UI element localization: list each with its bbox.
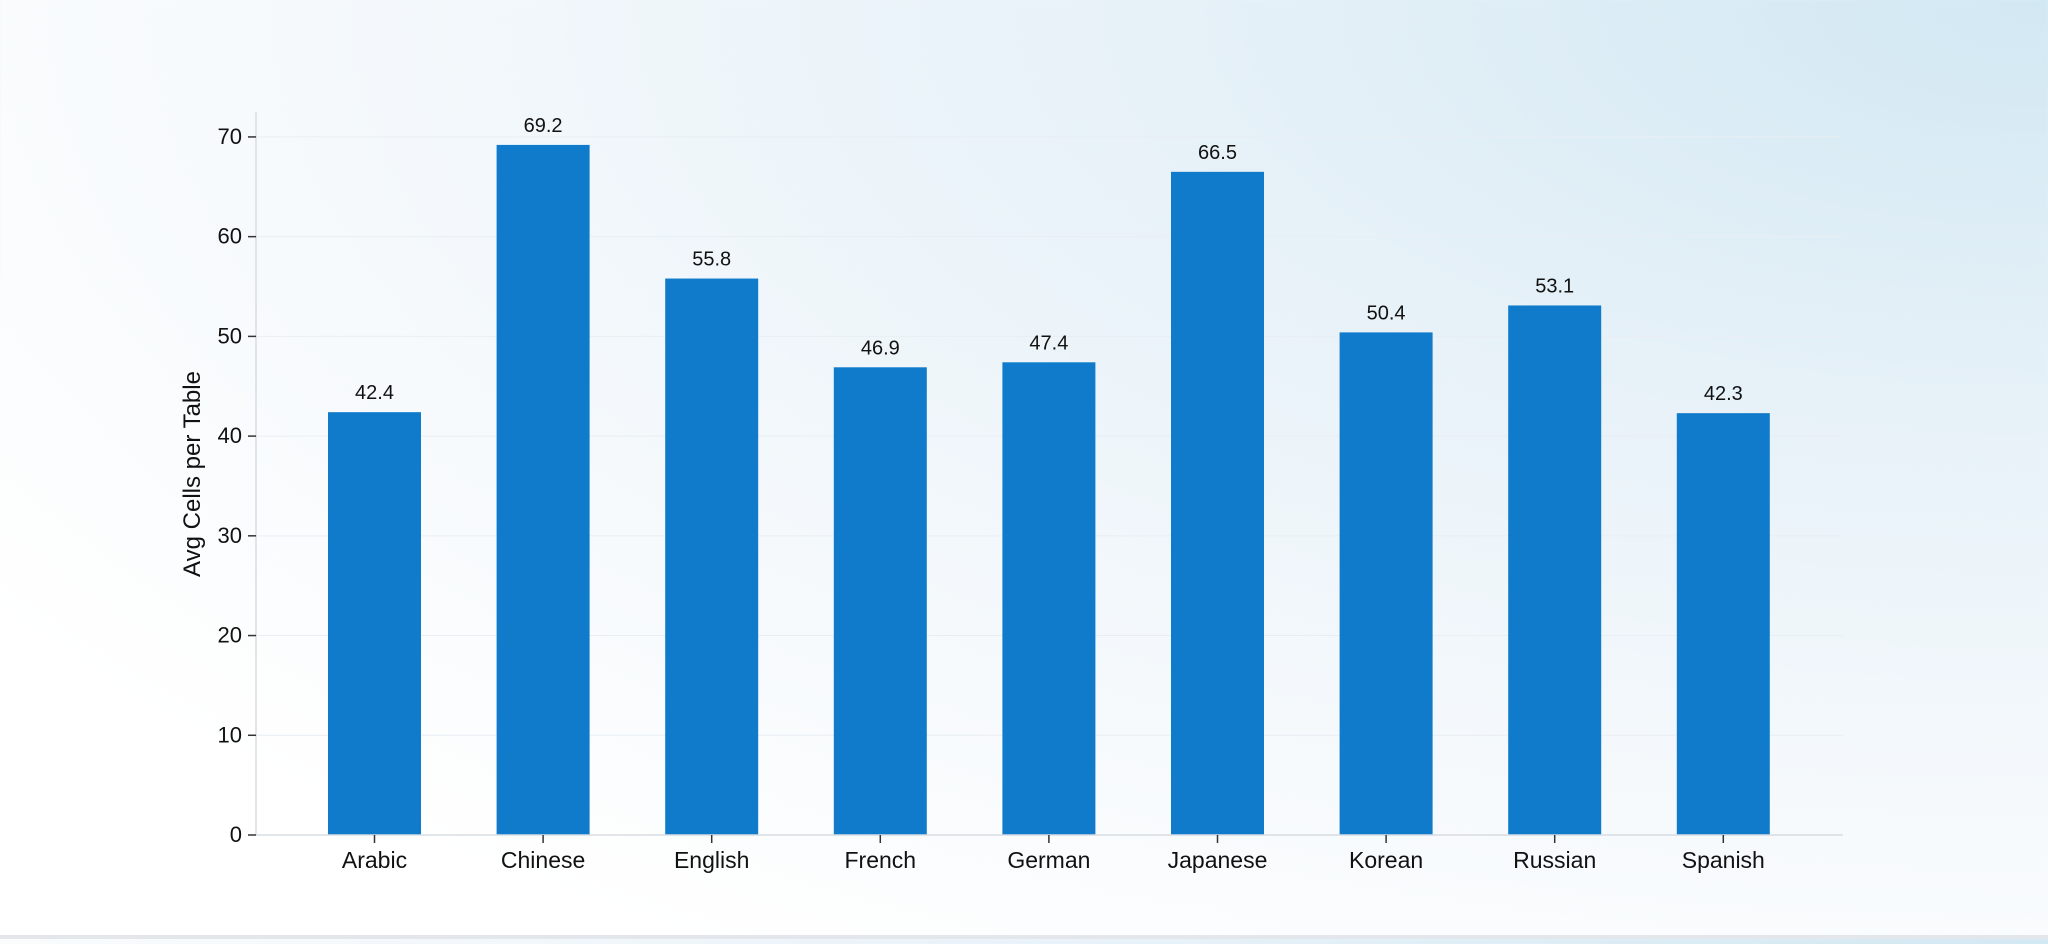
y-axis-ticks: 0 10 20 30 40 50 60 70 <box>218 124 256 847</box>
y-tick-label: 10 <box>218 722 242 747</box>
data-label: 66.5 <box>1198 142 1237 164</box>
data-label: 50.4 <box>1367 302 1406 324</box>
y-axis-title: Avg Cells per Table <box>179 371 206 577</box>
bar-russian <box>1508 305 1602 835</box>
x-tick-label: French <box>845 847 917 873</box>
x-tick-label: Chinese <box>501 847 585 873</box>
x-tick-label: Arabic <box>342 847 407 873</box>
y-tick-label: 50 <box>218 323 242 348</box>
x-tick-label: German <box>1007 847 1090 873</box>
x-tick-label: Korean <box>1349 847 1423 873</box>
y-tick-label: 20 <box>218 623 242 648</box>
bars <box>328 144 1770 836</box>
bottom-divider <box>0 935 2048 939</box>
bar-japanese <box>1171 171 1264 836</box>
data-label: 42.3 <box>1704 383 1743 405</box>
data-label: 55.8 <box>692 249 731 271</box>
data-label: 47.4 <box>1029 332 1068 354</box>
bar-arabic <box>328 412 421 835</box>
x-tick-label: Japanese <box>1168 847 1268 873</box>
bar-french <box>833 367 927 835</box>
x-tick-label: Spanish <box>1682 847 1765 873</box>
bar-korean <box>1339 332 1433 835</box>
data-label: 53.1 <box>1535 275 1574 297</box>
bar-german <box>1002 362 1096 835</box>
data-label: 42.4 <box>355 382 394 404</box>
data-label: 46.9 <box>861 337 900 359</box>
y-tick-label: 0 <box>230 822 242 847</box>
y-tick-label: 40 <box>218 423 242 448</box>
bar-english <box>665 278 759 835</box>
x-tick-label: English <box>674 847 749 873</box>
y-tick-label: 70 <box>218 124 242 149</box>
y-tick-label: 30 <box>218 523 242 548</box>
data-labels: 42.4 69.2 55.8 46.9 47.4 66.5 50.4 53.1 42.3 <box>355 115 1743 405</box>
x-tick-label: Russian <box>1513 847 1596 873</box>
data-label: 69.2 <box>524 115 563 137</box>
bar-spanish <box>1676 413 1770 835</box>
bar-chinese <box>496 144 590 836</box>
x-axis-ticks: Arabic Chinese English French German Japanese… <box>342 835 1765 873</box>
y-tick-label: 60 <box>218 224 242 249</box>
